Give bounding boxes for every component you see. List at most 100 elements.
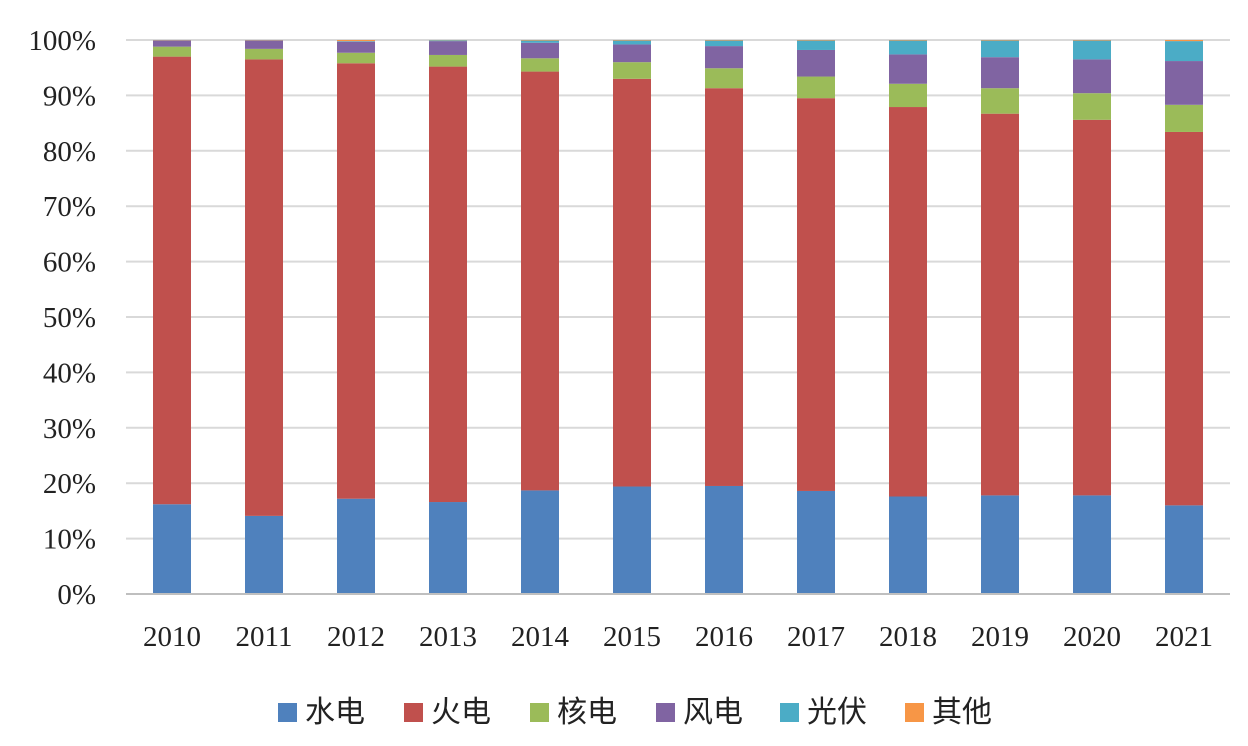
bar-2018-series-4 — [889, 41, 927, 55]
bar-2014-series-4 — [521, 41, 559, 43]
bar-stack-2016 — [705, 40, 743, 594]
legend-item-4: 光伏 — [780, 695, 867, 730]
x-tick-label: 2011 — [236, 621, 293, 653]
bar-2021-series-3 — [1165, 61, 1203, 105]
x-tick-label: 2021 — [1155, 621, 1213, 653]
bar-2015-series-5 — [613, 40, 651, 41]
bar-2013-series-0 — [429, 502, 467, 594]
legend-swatch — [905, 703, 924, 722]
x-tick-label: 2020 — [1063, 621, 1121, 653]
legend-swatch — [780, 703, 799, 722]
legend-swatch — [530, 703, 549, 722]
y-tick-label: 90% — [43, 80, 96, 112]
bar-2019-series-0 — [981, 495, 1019, 594]
bar-2014-series-3 — [521, 43, 559, 59]
bar-2021-series-4 — [1165, 41, 1203, 61]
y-tick-label: 70% — [43, 191, 96, 223]
bar-2012-series-0 — [337, 499, 375, 594]
y-tick-label: 50% — [43, 302, 96, 334]
y-tick-label: 10% — [43, 524, 96, 556]
bar-2012-series-5 — [337, 40, 375, 41]
bar-stack-2013 — [429, 40, 467, 594]
bar-stack-2020 — [1073, 40, 1111, 594]
bar-stack-2010 — [153, 40, 191, 594]
bar-2021-series-0 — [1165, 505, 1203, 594]
legend-item-0: 水电 — [278, 695, 365, 730]
x-tick-label: 2017 — [787, 621, 845, 653]
bar-2014-series-2 — [521, 58, 559, 71]
y-tick-label: 60% — [43, 247, 96, 279]
bar-stack-2014 — [521, 40, 559, 594]
legend: 水电 火电 核电 风电 光伏 其他 — [278, 695, 992, 730]
bar-2017-series-2 — [797, 77, 835, 99]
bar-2020-series-3 — [1073, 59, 1111, 93]
legend-swatch — [404, 703, 423, 722]
bar-2016-series-2 — [705, 68, 743, 88]
bar-2017-series-0 — [797, 491, 835, 594]
bar-2013-series-1 — [429, 67, 467, 502]
legend-swatch — [278, 703, 297, 722]
y-tick-label: 80% — [43, 136, 96, 168]
bar-2013-series-3 — [429, 41, 467, 55]
bar-2020-series-0 — [1073, 495, 1111, 594]
bar-2012-series-3 — [337, 42, 375, 53]
bar-2020-series-5 — [1073, 40, 1111, 41]
legend-item-2: 核电 — [530, 695, 617, 730]
bar-2018-series-0 — [889, 496, 927, 594]
bar-2019-series-2 — [981, 88, 1019, 113]
bar-2021-series-5 — [1165, 40, 1203, 41]
bar-2020-series-4 — [1073, 41, 1111, 60]
bar-2011-series-3 — [245, 41, 283, 49]
bar-2021-series-2 — [1165, 105, 1203, 132]
bar-2011-series-2 — [245, 49, 283, 60]
bar-2019-series-4 — [981, 41, 1019, 58]
bar-2013-series-4 — [429, 40, 467, 41]
bar-2012-series-1 — [337, 63, 375, 498]
bar-2021-series-1 — [1165, 132, 1203, 505]
x-tick-label: 2013 — [419, 621, 477, 653]
x-tick-label: 2014 — [511, 621, 570, 653]
bar-2015-series-2 — [613, 62, 651, 79]
bar-2018-series-3 — [889, 54, 927, 83]
bar-2016-series-4 — [705, 41, 743, 47]
legend-item-3: 风电 — [656, 695, 743, 730]
x-tick-label: 2010 — [143, 621, 201, 653]
bar-2019-series-3 — [981, 57, 1019, 88]
bar-2014-series-0 — [521, 490, 559, 594]
bar-2017-series-5 — [797, 40, 835, 41]
bar-stack-2017 — [797, 40, 835, 594]
bar-2017-series-3 — [797, 50, 835, 77]
bar-2016-series-0 — [705, 486, 743, 594]
bar-2010-series-1 — [153, 57, 191, 505]
legend-swatch — [656, 703, 675, 722]
bar-2017-series-4 — [797, 41, 835, 50]
bar-2012-series-2 — [337, 53, 375, 64]
bar-2020-series-2 — [1073, 93, 1111, 120]
bar-2011-series-0 — [245, 516, 283, 594]
x-tick-label: 2016 — [695, 621, 753, 653]
bar-2018-series-5 — [889, 40, 927, 41]
y-tick-label: 0% — [57, 579, 96, 611]
gridlines — [126, 40, 1230, 594]
bar-2010-series-3 — [153, 41, 191, 47]
bar-2018-series-2 — [889, 84, 927, 107]
bar-2016-series-5 — [705, 40, 743, 41]
y-tick-label: 100% — [28, 25, 96, 57]
y-tick-label: 20% — [43, 468, 96, 500]
bar-2014-series-1 — [521, 72, 559, 491]
bar-2018-series-1 — [889, 107, 927, 496]
bar-2016-series-3 — [705, 46, 743, 68]
bar-2011-series-1 — [245, 59, 283, 515]
legend-label: 火电 — [431, 695, 491, 730]
bar-2020-series-1 — [1073, 120, 1111, 496]
bar-2015-series-4 — [613, 41, 651, 45]
legend-label: 光伏 — [807, 695, 867, 730]
bar-2012-series-4 — [337, 41, 375, 42]
bar-2015-series-0 — [613, 487, 651, 594]
x-tick-label: 2012 — [327, 621, 385, 653]
x-tick-label: 2019 — [971, 621, 1029, 653]
y-tick-label: 40% — [43, 357, 96, 389]
legend-label: 其他 — [932, 695, 992, 730]
